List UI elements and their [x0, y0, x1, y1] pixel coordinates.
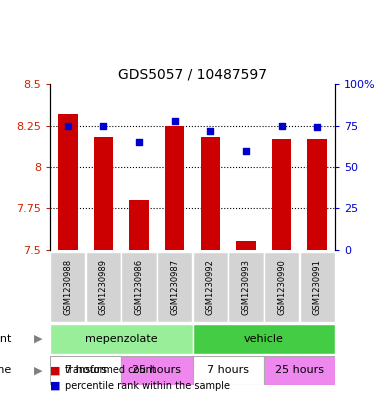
Text: ■: ■	[50, 365, 60, 375]
Text: vehicle: vehicle	[244, 334, 284, 344]
Text: GSM1230986: GSM1230986	[135, 259, 144, 315]
Bar	[192, 324, 335, 354]
Point	[314, 124, 320, 130]
Bar	[300, 252, 335, 322]
Bar	[307, 139, 327, 250]
Text: 25 hours: 25 hours	[275, 365, 324, 375]
Text: transformed count: transformed count	[65, 365, 156, 375]
Bar	[236, 241, 256, 250]
Bar	[264, 356, 335, 385]
Text: 7 hours: 7 hours	[207, 365, 249, 375]
Text: mepenzolate: mepenzolate	[85, 334, 157, 344]
Point	[243, 147, 249, 154]
Point	[65, 123, 71, 129]
Point	[207, 128, 213, 134]
Bar	[50, 324, 192, 354]
Text: ▶: ▶	[34, 334, 42, 344]
Text: agent: agent	[0, 334, 12, 344]
Text: GSM1230987: GSM1230987	[170, 259, 179, 315]
Text: GSM1230992: GSM1230992	[206, 259, 215, 315]
Bar	[228, 252, 264, 322]
Title: GDS5057 / 10487597: GDS5057 / 10487597	[118, 68, 267, 82]
Bar	[50, 252, 85, 322]
Text: 7 hours: 7 hours	[65, 365, 107, 375]
Text: GSM1230988: GSM1230988	[64, 259, 72, 315]
Point	[278, 123, 285, 129]
Point	[136, 139, 142, 145]
Bar	[157, 252, 192, 322]
Point	[100, 123, 107, 129]
Text: GSM1230989: GSM1230989	[99, 259, 108, 315]
Bar	[50, 356, 121, 385]
Bar	[58, 114, 78, 250]
Text: time: time	[0, 365, 12, 375]
Bar	[272, 139, 291, 250]
Bar	[121, 252, 157, 322]
Text: ▶: ▶	[34, 365, 42, 375]
Bar	[86, 252, 121, 322]
Bar	[121, 356, 192, 385]
Text: 25 hours: 25 hours	[132, 365, 181, 375]
Bar	[201, 137, 220, 250]
Bar	[129, 200, 149, 250]
Point	[172, 118, 178, 124]
Bar	[165, 126, 184, 250]
Text: GSM1230993: GSM1230993	[241, 259, 250, 315]
Bar	[192, 356, 264, 385]
Bar	[264, 252, 299, 322]
Bar	[94, 137, 113, 250]
Bar	[192, 252, 228, 322]
Text: ■: ■	[50, 381, 60, 391]
Text: GSM1230990: GSM1230990	[277, 259, 286, 315]
Text: GSM1230991: GSM1230991	[313, 259, 321, 315]
Text: percentile rank within the sample: percentile rank within the sample	[65, 381, 231, 391]
